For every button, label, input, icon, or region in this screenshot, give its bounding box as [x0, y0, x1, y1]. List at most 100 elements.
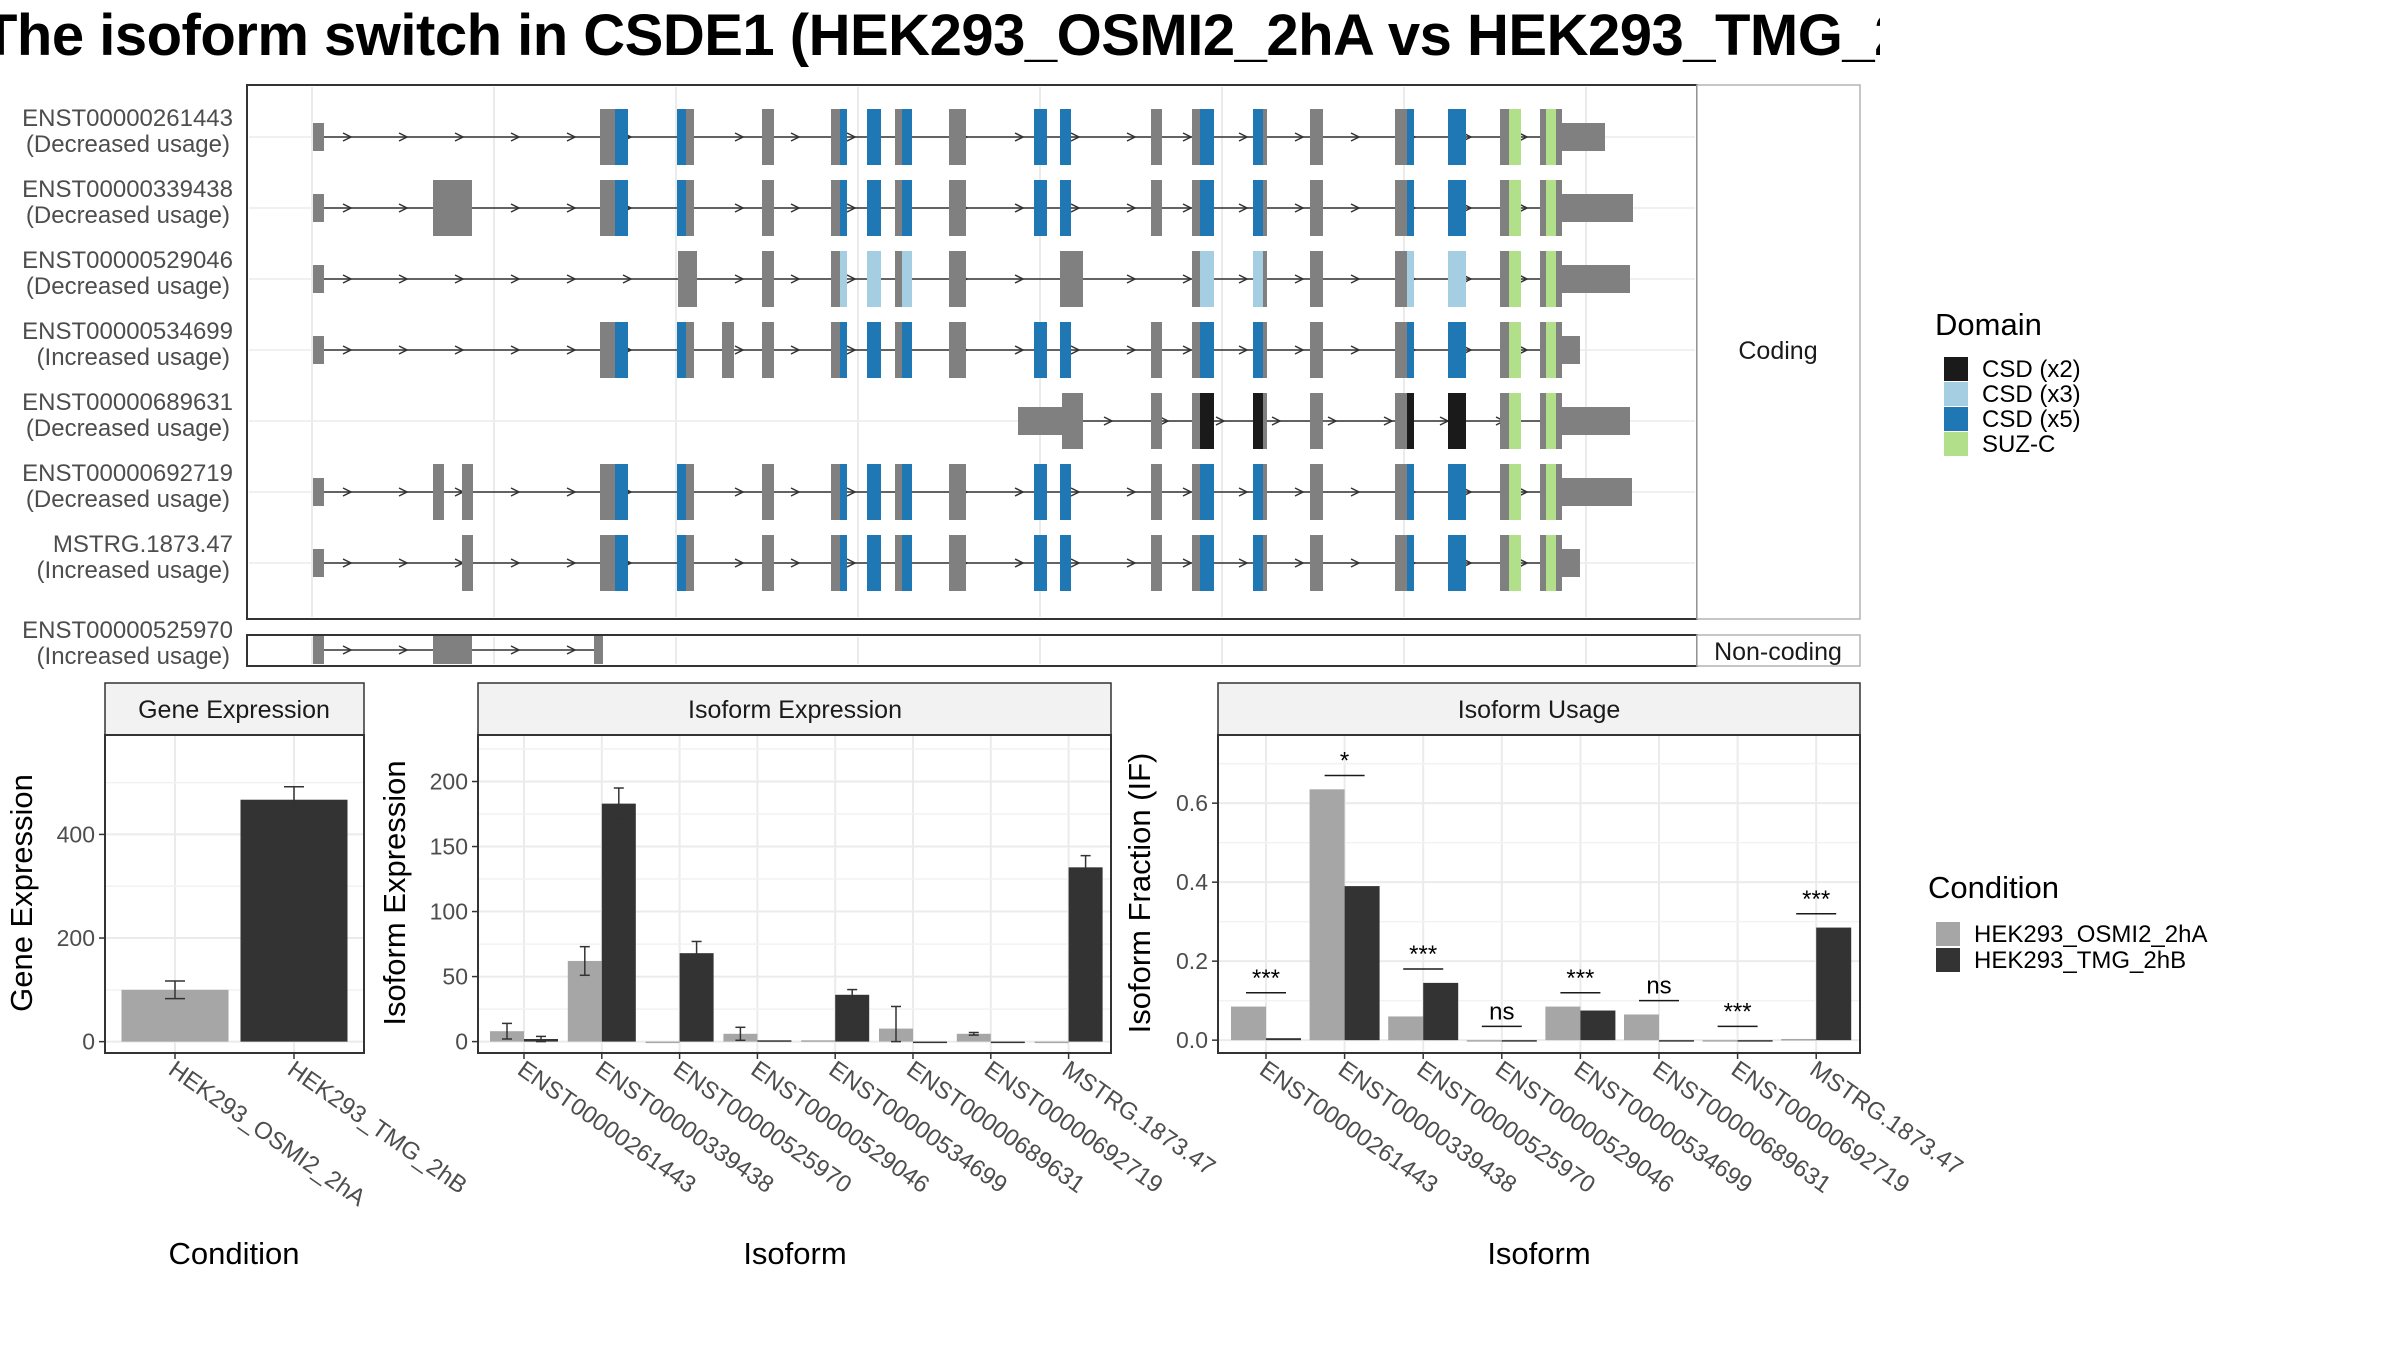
exon-block [1540, 180, 1546, 236]
exon-block [949, 180, 966, 236]
condition-legend-label: HEK293_OSMI2_2hA [1974, 921, 2207, 948]
isoform-label-id: ENST00000534699 [22, 318, 233, 345]
exon-utr [1562, 123, 1605, 151]
exon-block [600, 535, 615, 591]
exon-block [1263, 393, 1267, 449]
exon-block [1060, 109, 1071, 165]
intron-arrow [342, 487, 353, 497]
exon-block [762, 109, 774, 165]
y-tick-label: 0.6 [1176, 790, 1208, 816]
exon-block [831, 180, 840, 236]
exon-block [594, 636, 603, 664]
domain-legend-label: CSD (x3) [1982, 381, 2081, 408]
exon-block [615, 464, 628, 520]
transcript-track [313, 109, 1605, 165]
exon-block [949, 251, 966, 307]
isoform-label-usage: (Decreased usage) [26, 415, 230, 442]
exon-block [1540, 251, 1546, 307]
exon-block [1200, 251, 1214, 307]
isoform-usage-bar [1231, 1006, 1266, 1041]
exon-block [1253, 109, 1263, 165]
significance-label: ns [1646, 973, 1671, 1000]
y-tick-label: 150 [430, 834, 468, 860]
isoform-label-usage: (Increased usage) [37, 643, 230, 670]
exon-block [1500, 322, 1509, 378]
exon-block [722, 322, 734, 378]
exon-block [1556, 180, 1562, 236]
intron-arrow [1350, 274, 1361, 284]
exon-block [1151, 393, 1162, 449]
intron-arrow [1294, 487, 1305, 497]
exon-block [1060, 180, 1071, 236]
intron-arrow [622, 274, 633, 284]
y-tick-label: 0 [455, 1029, 468, 1055]
exon-block [867, 322, 881, 378]
y-tick-label: 0.2 [1176, 948, 1208, 974]
exon-block [615, 535, 628, 591]
intron-arrow [1271, 416, 1282, 426]
exon-block [1395, 322, 1407, 378]
isoform-label-usage: (Decreased usage) [26, 131, 230, 158]
intron-arrow [510, 645, 521, 655]
transcript-track [313, 322, 1580, 378]
exon-block [1407, 535, 1414, 591]
isoform-expression-bar [679, 953, 714, 1042]
intron-arrow [510, 274, 521, 284]
intron-arrow [790, 487, 801, 497]
intron-arrow [566, 487, 577, 497]
exon-block [1540, 393, 1546, 449]
x-tick-label: HEK293_OSMI2_2hA [164, 1056, 371, 1212]
intron-arrow [1126, 558, 1137, 568]
isoform-expression-strip-title: Isoform Expression [688, 696, 902, 724]
exon-block [1192, 464, 1200, 520]
transcript-track [313, 251, 1630, 307]
exon-block [677, 322, 686, 378]
intron-arrow [846, 558, 857, 568]
exon-block [1546, 322, 1556, 378]
transcript-track [313, 180, 1633, 236]
facet-label-noncoding: Non-coding [1714, 638, 1842, 666]
intron-arrow [1238, 345, 1249, 355]
exon-block [1151, 109, 1162, 165]
intron-arrow [1070, 345, 1081, 355]
exon-block [762, 322, 774, 378]
intron-arrow [398, 645, 409, 655]
exon-block [1395, 393, 1407, 449]
gene-expression-xlabel: Condition [169, 1236, 300, 1271]
intron-arrow [1182, 132, 1193, 142]
exon-utr [1562, 407, 1630, 435]
exon-block [902, 535, 912, 591]
exon-block [1151, 535, 1162, 591]
exon-block [600, 464, 615, 520]
intron-arrow [1350, 132, 1361, 142]
exon-block [1200, 322, 1214, 378]
plot-border [104, 734, 365, 1054]
exon-utr [1562, 265, 1630, 293]
exon-block [949, 464, 966, 520]
exon-block [840, 180, 847, 236]
gene-expression-bar [240, 799, 348, 1042]
exon-block [1500, 109, 1509, 165]
exon-block [313, 194, 324, 222]
intron-arrow [1518, 132, 1529, 142]
exon-block [1310, 251, 1323, 307]
exon-block [1200, 109, 1214, 165]
exon-block [762, 251, 774, 307]
significance-label: * [1340, 748, 1349, 775]
intron-arrow [1327, 416, 1338, 426]
intron-arrow [846, 274, 857, 284]
exon-block [1395, 109, 1407, 165]
exon-block [1395, 251, 1407, 307]
exon-block [1192, 109, 1200, 165]
significance-label: ns [1489, 998, 1514, 1025]
exon-block [1192, 180, 1200, 236]
intron-arrow [510, 487, 521, 497]
exon-block [902, 180, 912, 236]
domain-legend: Domain CSD (x2)CSD (x3)CSD (x5)SUZ-C [1935, 307, 2081, 458]
domain-legend-label: CSD (x2) [1982, 356, 2081, 383]
intron-arrow [454, 132, 465, 142]
intron-arrow [1126, 487, 1137, 497]
exon-block [1263, 535, 1267, 591]
exon-block [840, 109, 847, 165]
significance-label: *** [1724, 998, 1752, 1025]
